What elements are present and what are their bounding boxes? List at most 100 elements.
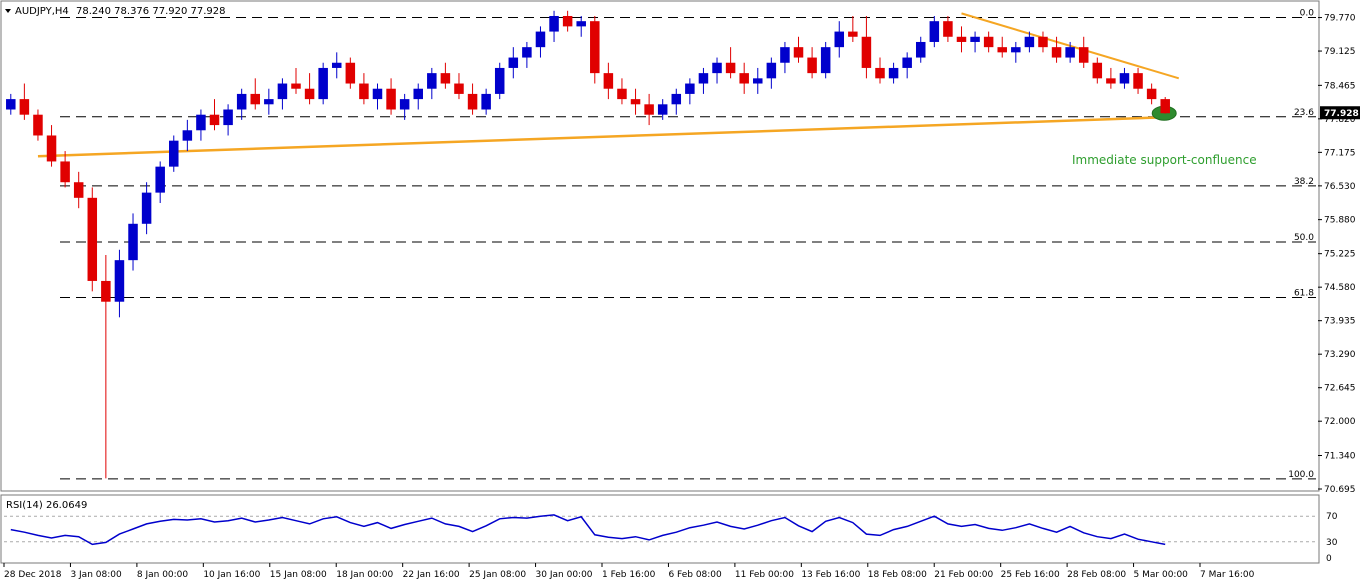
rsi-tick-label: 30 <box>1326 538 1338 548</box>
candle-body <box>956 36 967 42</box>
candle-body <box>712 62 722 74</box>
candle-body <box>87 197 98 281</box>
rsi-title: RSI(14) 26.0649 <box>6 500 87 511</box>
candle-body <box>73 182 84 198</box>
candle-body <box>1106 78 1116 84</box>
candle-body <box>915 41 926 58</box>
fib-level-label: 50.0 <box>1294 233 1314 243</box>
time-tick-label: 10 Jan 16:00 <box>203 570 260 580</box>
time-tick-label: 3 Jan 08:00 <box>70 570 122 580</box>
candle-body <box>1119 73 1130 84</box>
candle-body <box>1133 73 1143 89</box>
candle-body <box>630 99 641 105</box>
fib-level-label: 23.6 <box>1294 108 1314 118</box>
candle-body <box>114 260 125 302</box>
rsi-panel-frame <box>0 494 1320 564</box>
time-tick-label: 18 Jan 00:00 <box>336 570 393 580</box>
candle-body <box>454 83 464 94</box>
candle-body <box>399 99 410 110</box>
price-tick-label: 77.820 <box>1324 115 1356 125</box>
time-tick-label: 11 Feb 00:00 <box>735 570 794 580</box>
price-tick-label: 70.695 <box>1324 485 1356 495</box>
candle-body <box>1038 36 1048 48</box>
candle-body <box>101 280 111 302</box>
candles <box>6 10 1170 479</box>
candle-body <box>685 83 695 94</box>
candle-body <box>304 88 315 100</box>
candle-body <box>413 88 423 100</box>
candle-body <box>875 67 885 79</box>
price-tick-label: 72.000 <box>1324 417 1356 427</box>
rsi-series-line <box>10 514 1166 546</box>
time-tick-label: 28 Dec 2018 <box>4 570 62 580</box>
time-axis: 28 Dec 2018 3 Jan 08:00 8 Jan 00:00 10 Jan … <box>3 563 1255 580</box>
time-tick-label: 1 Feb 16:00 <box>602 570 656 580</box>
time-tick-label: 25 Jan 08:00 <box>469 570 526 580</box>
candle-body <box>128 223 138 261</box>
candle-body <box>196 114 206 131</box>
candle-body <box>264 99 274 105</box>
candle-body <box>943 21 953 37</box>
candle-body <box>671 93 682 105</box>
candle-body <box>440 73 451 84</box>
candle-body <box>291 83 301 89</box>
candle-body <box>155 166 165 193</box>
rsi-tick-label: 70 <box>1326 512 1338 522</box>
candle-body <box>33 114 43 136</box>
candle-body <box>657 104 668 115</box>
candle-body <box>807 57 817 74</box>
candle-body <box>250 93 261 105</box>
candle-body <box>902 57 912 68</box>
price-tick-label: 79.770 <box>1324 14 1356 24</box>
fib-levels: 0.0 23.6 38.2 50.0 61.8 100.0 <box>60 9 1316 480</box>
candle-body <box>1051 47 1062 58</box>
candle-body <box>182 130 193 141</box>
candle-body <box>793 47 804 58</box>
time-tick-label: 22 Jan 16:00 <box>403 570 460 580</box>
price-tick-label: 74.580 <box>1324 283 1356 293</box>
time-tick-label: 18 Feb 08:00 <box>868 570 927 580</box>
time-tick-label: 28 Feb 08:00 <box>1067 570 1126 580</box>
price-tick-label: 78.465 <box>1324 81 1356 91</box>
collapse-triangle-icon[interactable] <box>5 9 11 13</box>
candle-body <box>549 15 559 32</box>
candle-body <box>753 78 763 84</box>
time-tick-label: 6 Feb 08:00 <box>668 570 722 580</box>
time-tick-label: 7 Mar 16:00 <box>1200 570 1255 580</box>
price-tick-label: 71.340 <box>1324 451 1356 461</box>
candle-body <box>848 31 858 37</box>
candle-body <box>739 73 749 84</box>
price-tick-label: 79.125 <box>1324 47 1356 57</box>
price-tick-label: 72.645 <box>1324 384 1356 394</box>
candle-body <box>386 88 396 110</box>
time-tick-label: 21 Feb 00:00 <box>934 570 993 580</box>
candle-body <box>427 73 437 89</box>
candle-body <box>888 67 899 79</box>
time-tick-label: 5 Mar 00:00 <box>1134 570 1189 580</box>
candle-body <box>725 62 736 74</box>
candle-body <box>372 88 383 100</box>
time-tick-label: 8 Jan 00:00 <box>137 570 189 580</box>
annotation-support: Immediate support-confluence <box>1072 153 1257 167</box>
candle-body <box>997 47 1007 53</box>
candle-body <box>983 36 994 48</box>
price-tick-label: 77.175 <box>1324 148 1356 158</box>
fib-level-label: 38.2 <box>1294 177 1314 187</box>
candle-body <box>223 109 233 126</box>
candle-body <box>644 104 654 115</box>
candle-body <box>1078 47 1089 63</box>
candle-body <box>590 21 600 74</box>
candle-body <box>481 93 491 110</box>
fib-level-label: 100.0 <box>1288 470 1314 480</box>
fib-level-label: 0.0 <box>1300 9 1315 19</box>
candle-body <box>861 36 872 68</box>
candle-body <box>277 83 288 100</box>
candle-body <box>318 67 328 100</box>
price-tick-label: 73.935 <box>1324 317 1356 327</box>
candle-body <box>970 36 980 42</box>
candle-body <box>508 57 519 68</box>
candle-body <box>1146 88 1157 100</box>
candle-body <box>331 62 342 68</box>
time-tick-label: 13 Feb 16:00 <box>801 570 860 580</box>
